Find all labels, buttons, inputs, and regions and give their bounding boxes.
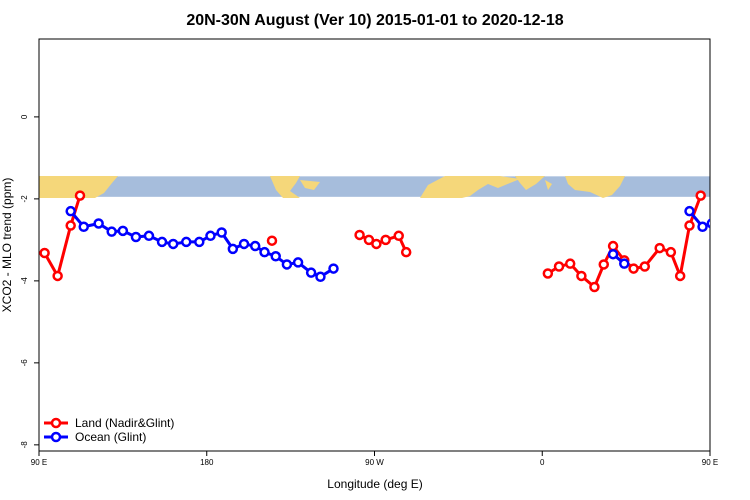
data-point — [249, 240, 261, 252]
data-point — [216, 227, 227, 238]
data-point — [380, 234, 391, 246]
y-axis: 0 -2 -4 -6 -8 — [20, 114, 39, 448]
x-axis-label: Longitude (deg E) — [327, 477, 422, 491]
map-ocean — [39, 176, 710, 197]
data-point — [706, 218, 710, 229]
data-point — [695, 190, 706, 201]
x-tick-label: 90 E — [31, 458, 47, 467]
map-land — [515, 176, 545, 190]
data-point — [259, 246, 270, 258]
data-point — [598, 259, 610, 270]
data-point — [305, 267, 317, 278]
data-point — [205, 230, 216, 242]
data-point — [542, 268, 554, 279]
map-land — [420, 176, 520, 198]
data-point — [741, 233, 749, 241]
x-tick-label: 180 — [200, 458, 214, 467]
data-point — [270, 251, 281, 262]
data-point — [576, 270, 587, 282]
map-land — [270, 176, 300, 198]
data-point — [143, 230, 155, 242]
world-map-band — [39, 176, 710, 198]
y-tick-label: -4 — [20, 277, 29, 285]
data-point — [564, 258, 576, 269]
map-land — [565, 176, 625, 198]
x-tick-label: 90 E — [702, 458, 718, 467]
map-land — [39, 176, 118, 198]
legend-swatch-point — [50, 417, 62, 429]
data-point — [52, 270, 63, 282]
data-point — [39, 247, 50, 259]
data-point — [619, 258, 630, 269]
data-point — [292, 257, 304, 268]
y-tick-label: 0 — [20, 114, 29, 119]
data-point — [607, 240, 619, 252]
series-line — [43, 195, 82, 278]
data-point — [654, 242, 665, 254]
data-point — [674, 270, 686, 282]
x-tick-label: 90 W — [365, 458, 384, 467]
data-point — [328, 263, 339, 274]
map-land — [300, 180, 320, 190]
data-point — [281, 259, 293, 270]
series-ocean — [65, 205, 749, 283]
data-point — [363, 234, 375, 246]
data-point — [684, 220, 695, 231]
data-point — [354, 229, 365, 241]
x-axis: 90 E 180 90 W 0 90 E — [31, 451, 718, 467]
legend-label: Land (Nadir&Glint) — [75, 416, 174, 430]
data-point — [238, 238, 250, 250]
data-point — [589, 281, 600, 293]
series-land — [39, 190, 706, 293]
data-point — [665, 246, 677, 258]
data-point — [78, 221, 89, 233]
data-point — [266, 235, 278, 246]
data-point — [106, 226, 117, 237]
map-land — [545, 180, 552, 190]
legend: Land (Nadir&Glint)Ocean (Glint) — [44, 416, 174, 444]
y-tick-label: -6 — [20, 359, 29, 367]
data-point — [74, 190, 86, 201]
data-point — [684, 205, 695, 217]
data-point — [393, 230, 404, 242]
data-point — [719, 228, 727, 236]
data-point — [194, 236, 205, 248]
data-point — [180, 236, 192, 248]
data-point — [371, 238, 382, 250]
legend-label: Ocean (Glint) — [75, 430, 146, 444]
y-axis-label: XCO2 - MLO trend (ppm) — [0, 178, 14, 313]
data-point — [117, 225, 129, 237]
chart-title: 20N-30N August (Ver 10) 2015-01-01 to 20… — [186, 12, 563, 29]
x-tick-label: 0 — [540, 458, 545, 467]
data-point — [315, 271, 326, 283]
data-point — [227, 243, 239, 255]
legend-swatch-point — [50, 431, 62, 443]
data-point — [553, 261, 565, 272]
data-point — [697, 221, 708, 233]
series-layer — [39, 190, 749, 293]
data-point — [167, 238, 179, 250]
data-point — [607, 248, 619, 260]
data-point — [65, 205, 76, 217]
y-tick-label: -8 — [20, 441, 29, 449]
data-point — [639, 261, 651, 272]
data-point — [93, 218, 104, 229]
data-point — [65, 220, 76, 231]
data-point — [400, 246, 412, 258]
data-point — [628, 263, 639, 274]
data-point — [156, 236, 168, 248]
data-point — [730, 227, 738, 235]
data-point — [130, 231, 142, 243]
y-tick-label: -2 — [20, 195, 29, 203]
